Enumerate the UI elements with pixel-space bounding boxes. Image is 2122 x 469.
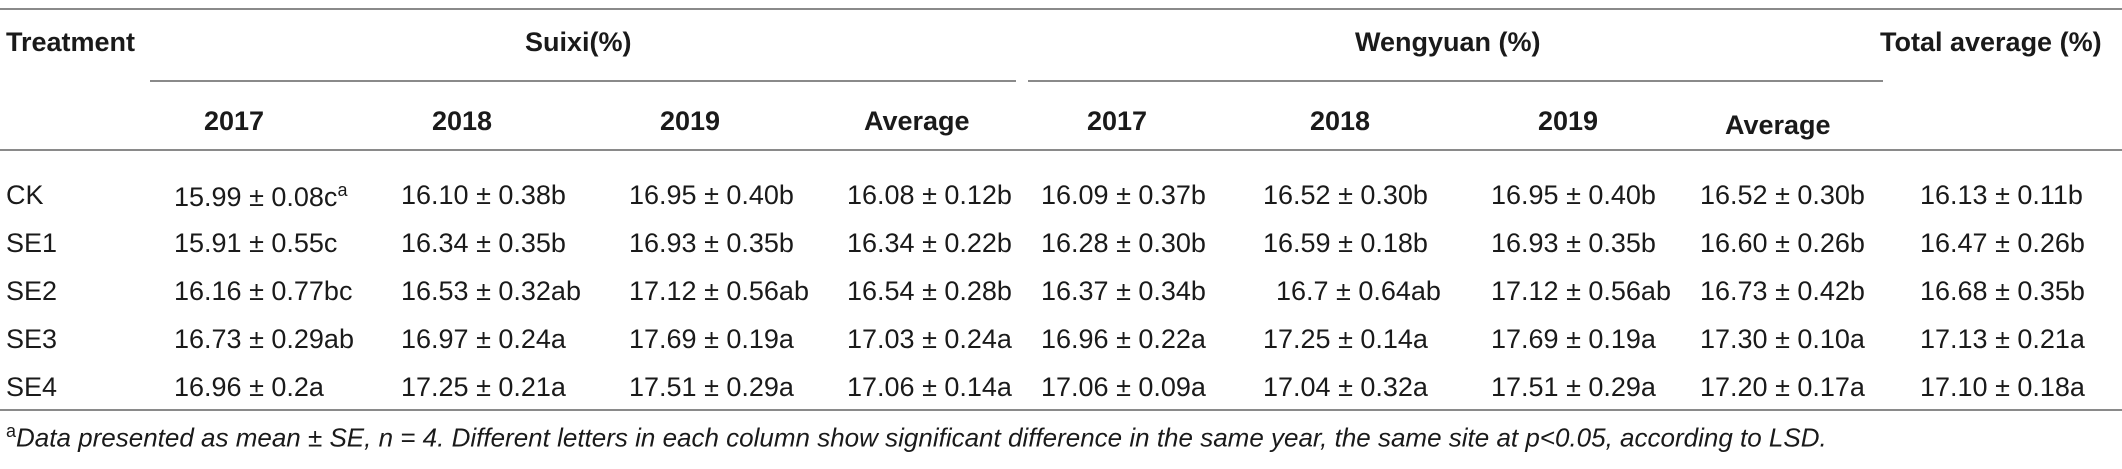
table-row-ck: CK 15.99 ± 0.08ca 16.10 ± 0.38b 16.95 ± … <box>0 180 2122 228</box>
cell-wengyuan-2018: 16.59 ± 0.18b <box>1263 228 1428 258</box>
cell-wengyuan-2017: 16.09 ± 0.37b <box>1041 180 1206 210</box>
cell-total-average: 17.13 ± 0.21a <box>1920 324 2085 354</box>
cell-value: 15.99 ± 0.08c <box>174 182 338 212</box>
table-row-se1: SE1 15.91 ± 0.55c 16.34 ± 0.35b 16.93 ± … <box>0 228 2122 276</box>
cell-suixi-2019: 17.51 ± 0.29a <box>629 372 794 402</box>
cell-suixi-2018: 16.53 ± 0.32ab <box>401 276 581 306</box>
cell-suixi-2019: 17.12 ± 0.56ab <box>629 276 809 306</box>
footnote-marker: a <box>337 180 348 200</box>
cell-wengyuan-2017: 16.96 ± 0.22a <box>1041 324 1206 354</box>
cell-suixi-2017: 16.73 ± 0.29ab <box>174 324 354 354</box>
row-label: CK <box>6 180 44 210</box>
cell-wengyuan-2017: 16.37 ± 0.34b <box>1041 276 1206 306</box>
cell-suixi-average: 17.06 ± 0.14a <box>847 372 1012 402</box>
cell-wengyuan-2018: 16.52 ± 0.30b <box>1263 180 1428 210</box>
cell-wengyuan-average: 17.20 ± 0.17a <box>1700 372 1865 402</box>
cell-wengyuan-2018: 17.04 ± 0.32a <box>1263 372 1428 402</box>
cell-total-average: 16.68 ± 0.35b <box>1920 276 2085 306</box>
header-total-average: Total average (%) <box>1880 27 2102 57</box>
cell-suixi-2018: 16.97 ± 0.24a <box>401 324 566 354</box>
cell-suixi-2018: 17.25 ± 0.21a <box>401 372 566 402</box>
cell-suixi-2017: 15.99 ± 0.08ca <box>174 180 347 213</box>
row-label: SE2 <box>6 276 58 306</box>
cell-wengyuan-average: 17.30 ± 0.10a <box>1700 324 1865 354</box>
footnote-text: Data presented as mean ± SE, n = 4. Diff… <box>16 422 1827 453</box>
table-footnote: aData presented as mean ± SE, n = 4. Dif… <box>6 421 1827 454</box>
cell-wengyuan-2019: 17.69 ± 0.19a <box>1491 324 1656 354</box>
table-top-rule <box>0 8 2122 10</box>
cell-wengyuan-2019: 16.93 ± 0.35b <box>1491 228 1656 258</box>
table-row-se4: SE4 16.96 ± 0.2a 17.25 ± 0.21a 17.51 ± 0… <box>0 372 2122 420</box>
cell-suixi-2017: 16.16 ± 0.77bc <box>174 276 353 306</box>
cell-wengyuan-2017: 17.06 ± 0.09a <box>1041 372 1206 402</box>
cell-wengyuan-average: 16.52 ± 0.30b <box>1700 180 1865 210</box>
header-treatment: Treatment <box>6 27 136 57</box>
cell-total-average: 16.13 ± 0.11b <box>1920 180 2083 210</box>
row-label: SE3 <box>6 324 58 354</box>
suixi-group-rule <box>150 80 1016 82</box>
cell-total-average: 16.47 ± 0.26b <box>1920 228 2085 258</box>
subheader-wengyuan-2019: 2019 <box>1538 106 1599 136</box>
row-label: SE1 <box>6 228 58 258</box>
subheader-wengyuan-2018: 2018 <box>1310 106 1371 136</box>
subheader-suixi-2019: 2019 <box>660 106 721 136</box>
cell-total-average: 17.10 ± 0.18a <box>1920 372 2085 402</box>
header-bottom-rule <box>0 149 2122 151</box>
cell-suixi-2019: 16.95 ± 0.40b <box>629 180 794 210</box>
cell-suixi-average: 16.08 ± 0.12b <box>847 180 1012 210</box>
table-row-se3: SE3 16.73 ± 0.29ab 16.97 ± 0.24a 17.69 ±… <box>0 324 2122 372</box>
cell-suixi-2018: 16.34 ± 0.35b <box>401 228 566 258</box>
cell-wengyuan-2019: 17.51 ± 0.29a <box>1491 372 1656 402</box>
cell-suixi-2017: 16.96 ± 0.2a <box>174 372 324 402</box>
subheader-suixi-average: Average <box>864 106 970 136</box>
cell-wengyuan-2017: 16.28 ± 0.30b <box>1041 228 1206 258</box>
cell-suixi-2018: 16.10 ± 0.38b <box>401 180 566 210</box>
subheader-wengyuan-average: Average <box>1725 110 1831 140</box>
cell-wengyuan-average: 16.60 ± 0.26b <box>1700 228 1865 258</box>
cell-suixi-2017: 15.91 ± 0.55c <box>174 228 338 258</box>
table-bottom-rule <box>0 409 2122 411</box>
subheader-wengyuan-2017: 2017 <box>1087 106 1148 136</box>
cell-wengyuan-2019: 17.12 ± 0.56ab <box>1491 276 1671 306</box>
cell-suixi-2019: 17.69 ± 0.19a <box>629 324 794 354</box>
row-label: SE4 <box>6 372 58 402</box>
wengyuan-group-rule <box>1028 80 1883 82</box>
footnote-marker: a <box>6 421 17 441</box>
subheader-suixi-2017: 2017 <box>204 106 265 136</box>
subheader-suixi-2018: 2018 <box>432 106 493 136</box>
header-suixi: Suixi(%) <box>525 27 632 57</box>
header-wengyuan: Wengyuan (%) <box>1355 27 1541 57</box>
cell-suixi-average: 16.34 ± 0.22b <box>847 228 1012 258</box>
cell-suixi-average: 17.03 ± 0.24a <box>847 324 1012 354</box>
cell-suixi-2019: 16.93 ± 0.35b <box>629 228 794 258</box>
table-row-se2: SE2 16.16 ± 0.77bc 16.53 ± 0.32ab 17.12 … <box>0 276 2122 324</box>
cell-wengyuan-2018: 17.25 ± 0.14a <box>1263 324 1428 354</box>
cell-wengyuan-average: 16.73 ± 0.42b <box>1700 276 1865 306</box>
cell-wengyuan-2018: 16.7 ± 0.64ab <box>1276 276 1441 306</box>
cell-wengyuan-2019: 16.95 ± 0.40b <box>1491 180 1656 210</box>
cell-suixi-average: 16.54 ± 0.28b <box>847 276 1012 306</box>
